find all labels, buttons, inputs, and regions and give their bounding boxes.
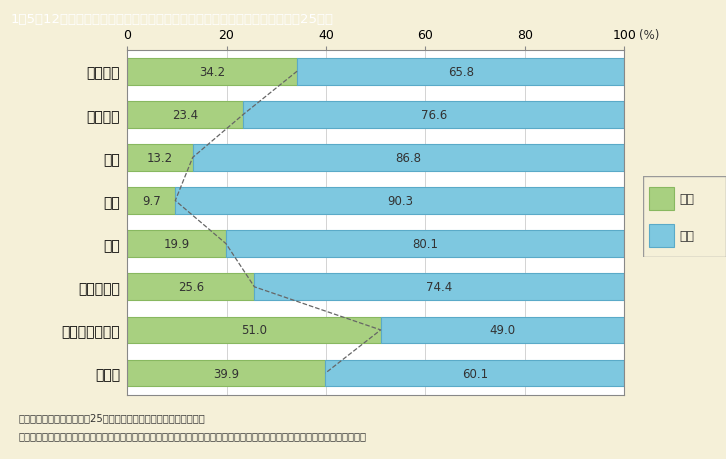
Text: 25.6: 25.6 (178, 280, 204, 294)
Bar (127, 231, 226, 257)
Text: 90.3: 90.3 (387, 195, 413, 207)
Text: 51.0: 51.0 (241, 324, 267, 337)
Text: 13.2: 13.2 (147, 151, 173, 165)
Text: 23.4: 23.4 (172, 108, 198, 122)
Text: 74.4: 74.4 (426, 280, 452, 294)
Text: 9.7: 9.7 (142, 195, 160, 207)
Text: 60.1: 60.1 (462, 367, 488, 380)
Bar (127, 59, 297, 85)
Bar (127, 102, 243, 129)
Bar (649, 225, 674, 247)
Text: 76.6: 76.6 (421, 108, 447, 122)
Bar (175, 188, 624, 214)
Bar (192, 145, 624, 171)
Bar (325, 360, 624, 386)
Bar (127, 274, 254, 301)
Bar (380, 317, 624, 343)
Bar (297, 59, 624, 85)
Text: 39.9: 39.9 (213, 367, 240, 380)
Bar (127, 188, 175, 214)
Text: 86.8: 86.8 (396, 151, 422, 165)
Bar (127, 360, 325, 386)
Text: 34.2: 34.2 (199, 66, 225, 78)
Text: 49.0: 49.0 (489, 324, 515, 337)
Text: (%): (%) (640, 29, 660, 42)
Bar (254, 274, 624, 301)
Text: （備考）１．総務省「平成25年科学技術研究調査報告」より作成。: （備考）１．総務省「平成25年科学技術研究調査報告」より作成。 (18, 412, 205, 422)
Text: 80.1: 80.1 (412, 238, 439, 251)
Bar (226, 231, 624, 257)
Text: 男性: 男性 (680, 230, 694, 243)
Text: ２．大学等：大学の学部（大学院の研究科を含む），短期大学，高等専門学校，大学附置研究所，大学共同利用機関等。: ２．大学等：大学の学部（大学院の研究科を含む），短期大学，高等専門学校，大学附置… (18, 431, 366, 440)
Bar (243, 102, 624, 129)
Bar (127, 317, 380, 343)
Text: 女性: 女性 (680, 193, 694, 206)
Text: 19.9: 19.9 (163, 238, 189, 251)
Text: 65.8: 65.8 (448, 66, 474, 78)
Text: 1－5－12図　専攻分野別に見た大学等の研究本務者の割合（男女別）（平成25年）: 1－5－12図 専攻分野別に見た大学等の研究本務者の割合（男女別）（平成25年） (11, 13, 334, 26)
Bar (649, 188, 674, 210)
Bar (127, 145, 192, 171)
